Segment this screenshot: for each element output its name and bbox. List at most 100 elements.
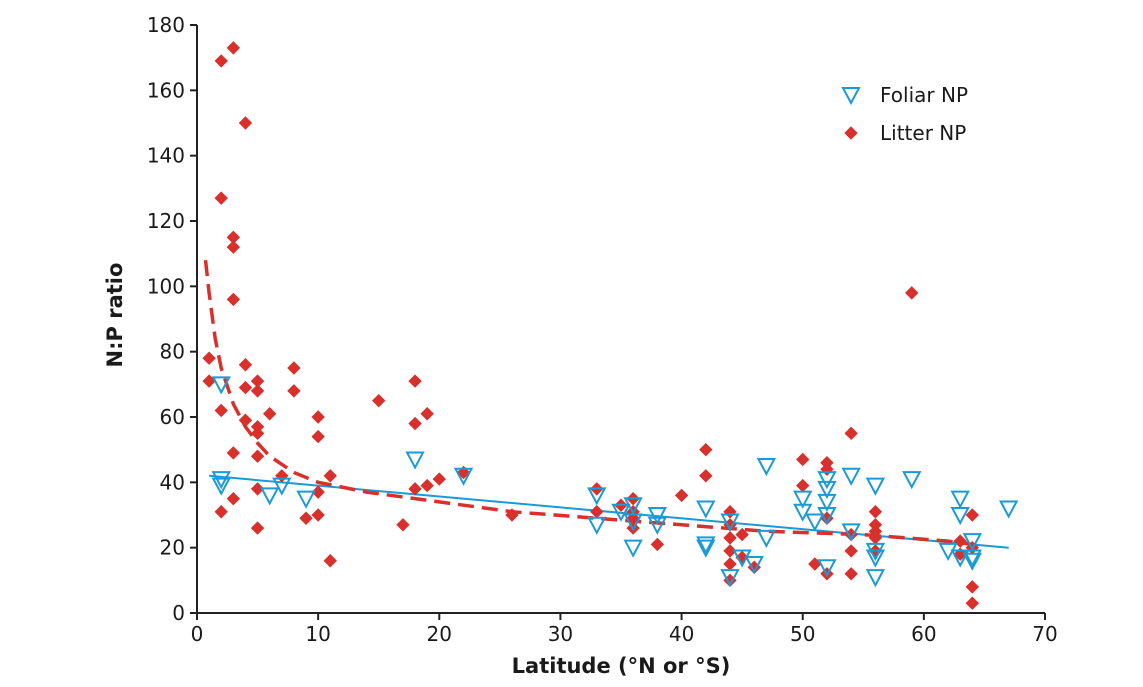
litter-np-point bbox=[250, 449, 265, 463]
litter-np-point bbox=[323, 554, 337, 568]
y-tick-label: 80 bbox=[160, 340, 185, 364]
foliar-np-point bbox=[647, 507, 668, 526]
legend-item-foliar: Foliar NP bbox=[841, 83, 968, 107]
litter-np-point bbox=[674, 488, 689, 503]
foliar-np-point bbox=[817, 480, 837, 499]
y-axis-ticks: 0 20 40 60 80 100 120 140 160 180 bbox=[147, 13, 197, 625]
litter-np-point bbox=[420, 478, 434, 493]
x-tick-label: 60 bbox=[911, 622, 936, 646]
x-tick-label: 10 bbox=[305, 622, 330, 646]
litter-np-point bbox=[202, 351, 216, 365]
litter-np-point bbox=[505, 508, 519, 522]
litter-np-point bbox=[905, 286, 919, 300]
litter-np-point bbox=[311, 508, 325, 522]
legend-marker-litter bbox=[844, 126, 858, 140]
foliar-np-point bbox=[817, 471, 837, 490]
foliar-np-point bbox=[817, 493, 837, 513]
foliar-np-point bbox=[611, 503, 631, 522]
y-axis-title: N:P ratio bbox=[103, 263, 127, 368]
trend-lines bbox=[203, 260, 1009, 549]
litter-np-point bbox=[238, 116, 253, 130]
litter-np-point bbox=[965, 596, 980, 610]
litter-np-point bbox=[226, 491, 241, 506]
litter-np-point bbox=[226, 446, 241, 460]
litter-np-point bbox=[868, 505, 883, 519]
litter-np-point bbox=[844, 544, 858, 558]
x-axis-ticks: 0 10 20 30 40 50 60 70 bbox=[191, 613, 1058, 646]
litter-np-point bbox=[796, 452, 810, 467]
foliar-np-point bbox=[211, 477, 231, 496]
litter-np-point bbox=[420, 407, 434, 421]
legend-marker-foliar bbox=[841, 87, 861, 106]
y-tick-label: 140 bbox=[147, 144, 185, 168]
litter-np-point bbox=[238, 413, 253, 427]
litter-np-point bbox=[311, 485, 325, 499]
litter-np-point bbox=[650, 537, 665, 552]
foliar-np-point bbox=[865, 477, 886, 496]
legend-item-litter: Litter NP bbox=[844, 121, 966, 145]
foliar-np-point bbox=[950, 507, 970, 526]
litter-np-point bbox=[226, 240, 241, 254]
foliar-np-point bbox=[272, 477, 292, 496]
litter-np-point bbox=[214, 403, 228, 418]
litter-np-point bbox=[699, 442, 713, 457]
litter-np-point bbox=[299, 511, 313, 525]
foliar-np-point bbox=[744, 556, 764, 575]
litter-np-point bbox=[699, 469, 713, 483]
litter-np-point bbox=[965, 580, 980, 594]
foliar-np-point bbox=[623, 513, 643, 532]
litter-np-point bbox=[311, 410, 325, 424]
legend-label-litter: Litter NP bbox=[880, 121, 966, 145]
litter-np-point bbox=[226, 292, 241, 307]
legend: Foliar NP Litter NP bbox=[841, 83, 968, 145]
litter-np-point bbox=[262, 407, 277, 421]
foliar-np-point bbox=[817, 507, 837, 526]
foliar-np-point bbox=[793, 490, 813, 509]
foliar-np-point bbox=[756, 458, 777, 477]
litter-np-point bbox=[214, 505, 228, 519]
foliar-np-point bbox=[865, 549, 886, 568]
litter-np-point bbox=[844, 567, 858, 581]
litter-np-point bbox=[723, 531, 737, 545]
y-tick-label: 180 bbox=[147, 13, 185, 37]
foliar-np-point bbox=[805, 513, 825, 532]
x-tick-label: 20 bbox=[427, 622, 452, 646]
litter-np-point bbox=[275, 469, 289, 483]
foliar-np-point bbox=[962, 549, 982, 568]
foliar-np-point bbox=[260, 487, 280, 506]
litter-np-point bbox=[250, 426, 265, 441]
litter-np-point bbox=[396, 518, 410, 532]
litter-np-point bbox=[250, 384, 265, 398]
litter-np-point bbox=[408, 374, 422, 388]
litter-np-point bbox=[287, 384, 301, 398]
foliar-np-point bbox=[587, 516, 607, 535]
foliar-np-point bbox=[793, 503, 813, 522]
foliar-np-point bbox=[405, 451, 425, 470]
litter-np-point bbox=[735, 527, 749, 542]
litter-np-point bbox=[250, 482, 265, 496]
foliar-np-point bbox=[950, 549, 970, 568]
litter-np-point bbox=[965, 508, 980, 522]
litter-np-point bbox=[323, 469, 337, 483]
foliar-np-point bbox=[587, 487, 607, 506]
foliar-np-point bbox=[623, 539, 643, 558]
litter-np-point bbox=[214, 54, 228, 68]
litter-trend-line bbox=[203, 260, 973, 547]
x-tick-label: 30 bbox=[548, 622, 573, 646]
foliar-np-point bbox=[841, 467, 861, 486]
litter-np-point bbox=[723, 557, 737, 571]
litter-np-point bbox=[590, 505, 604, 519]
litter-np-point bbox=[432, 472, 446, 486]
foliar-np-point bbox=[902, 471, 922, 490]
foliar-np-point bbox=[720, 569, 740, 588]
legend-label-foliar: Foliar NP bbox=[880, 83, 968, 107]
foliar-np-point bbox=[296, 490, 316, 509]
litter-np-point bbox=[372, 393, 386, 408]
litter-np-point bbox=[226, 41, 241, 55]
foliar-np-point bbox=[696, 536, 716, 555]
foliar-np-point bbox=[962, 552, 982, 571]
foliar-np-point bbox=[647, 516, 668, 535]
x-tick-label: 0 bbox=[191, 622, 204, 646]
y-tick-label: 20 bbox=[160, 536, 185, 560]
